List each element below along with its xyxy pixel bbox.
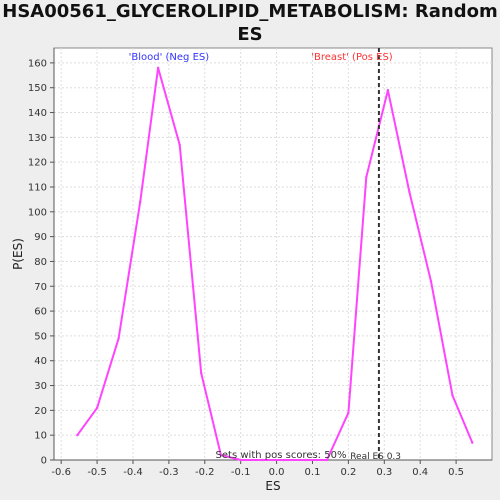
density-point [178,143,181,146]
density-point [219,453,223,457]
pos-scores-label: Sets with pos scores: 50% [216,450,347,461]
x-tick-label: -0.3 [159,467,179,478]
y-tick-label: 140 [28,108,47,119]
density-point [347,411,350,415]
real-es-label: Real ES 0.3 [350,452,401,462]
plot-area [53,47,493,461]
y-tick-label: 10 [34,431,47,442]
x-tick-label: -0.4 [123,467,143,478]
x-tick-label: 0.5 [448,467,464,478]
x-tick-label: 0.3 [376,467,392,478]
x-tick-label: -0.5 [87,467,107,478]
density-point [408,190,411,194]
y-tick-label: 90 [34,232,47,243]
density-point [199,371,203,375]
density-point [365,175,368,179]
density-point [138,200,142,204]
series-layer [76,66,474,462]
x-axis-label: ES [265,479,280,493]
y-tick-label: 130 [28,133,47,144]
density-point [429,280,433,283]
y-tick-label: 100 [28,207,47,218]
x-tick-label: -0.1 [231,467,251,478]
y-tick-label: 120 [28,158,47,169]
density-point [239,458,242,462]
y-tick-label: 80 [34,257,47,268]
x-tick-label: 0.4 [412,467,428,478]
x-tick-label: -0.6 [51,467,71,478]
y-tick-label: 20 [34,406,47,417]
y-tick-label: 30 [34,381,47,392]
y-tick-label: 50 [34,331,47,342]
chart-title-line-1: HSA00561_GLYCEROLIPID_METABOLISM: Random… [2,1,498,45]
axes: 0 10 20 30 40 50 60 70 80 90 100 110 120 130 140 150 160… [28,48,492,478]
density-point [76,433,79,437]
y-tick-label: 70 [34,282,47,293]
y-tick-label: 0 [41,456,47,467]
y-tick-label: 110 [28,182,47,193]
pos-es-label: 'Breast' (Pos ES) [311,52,393,63]
density-point [95,406,99,410]
y-tick-label: 60 [34,307,47,318]
x-tick-label: 0.0 [269,467,285,478]
density-point [325,458,329,462]
y-tick-label: 160 [28,58,47,69]
density-point [117,337,120,340]
density-point [156,66,160,70]
y-tick-label: 40 [34,356,47,367]
x-tick-label: 0.2 [340,467,356,478]
x-tick-label: -0.2 [195,467,215,478]
x-tick-label: 0.1 [305,467,321,478]
density-point [386,88,390,92]
y-axis-label: P(ES) [11,238,25,270]
density-line [76,66,474,461]
y-tick-label: 150 [28,83,47,94]
density-point [282,458,285,462]
density-point [451,394,454,397]
density-point [471,441,474,444]
density-point [261,458,264,462]
neg-es-label: 'Blood' (Neg ES) [129,52,210,63]
density-point [304,458,307,462]
